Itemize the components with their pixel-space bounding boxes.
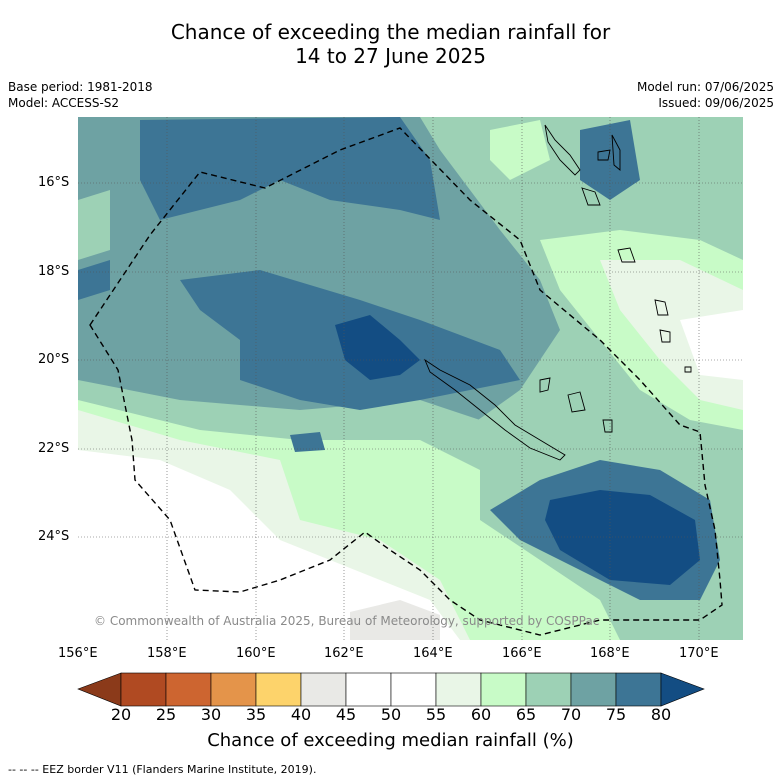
colorbar-cell [210,672,257,707]
eez-border [89,127,723,636]
island-1 [597,149,611,161]
colorbar [77,672,705,707]
island-2 [611,134,621,171]
band-80-southeast [545,490,700,585]
loyalty-2 [567,391,586,413]
band-75-80-west [78,260,110,300]
colorbar-cell [480,672,527,707]
colorbar-tick: 40 [290,705,312,724]
coastlines [424,124,692,461]
island-6 [659,329,671,343]
meta-right: Model run: 07/06/2025 Issued: 09/06/2025 [637,79,774,111]
colorbar-cell [525,672,572,707]
colorbar-tick: 75 [605,705,627,724]
colorbar-extend-high [660,672,705,707]
lat-label: 16°S [38,175,70,190]
colorbar-title: Chance of exceeding median rainfall (%) [207,730,574,751]
colorbar-tick: 20 [110,705,132,724]
colorbar-tick: 35 [245,705,267,724]
band-60-65-north [490,120,550,180]
vanuatu-north [544,124,581,176]
colorbar-cell [615,672,662,707]
colorbar-tick: 45 [335,705,357,724]
copyright-text: © Commonwealth of Australia 2025, Bureau… [94,614,600,628]
model-name: Model: ACCESS-S2 [8,96,120,110]
new-caledonia [424,358,566,461]
colorbar-extend-low [77,672,122,707]
colorbar-tick: 65 [515,705,537,724]
lon-label: 160°E [236,646,276,661]
band-75-80-small [290,432,325,452]
island-5 [654,299,669,316]
band-75-80-north [140,117,440,220]
colorbar-cell [435,672,482,707]
colorbar-cell [570,672,617,707]
band-45-55-east [680,310,743,380]
colorbar-cell [120,672,167,707]
band-65-70-west [78,190,110,260]
base-period: Base period: 1981-2018 [8,80,153,94]
lat-label: 22°S [38,441,70,456]
colorbar-tick: 25 [155,705,177,724]
lon-label: 162°E [324,646,364,661]
model-run: Model run: 07/06/2025 [636,80,774,94]
colorbar-cell [165,672,212,707]
band-45-55-sw [78,450,460,640]
colorbar-cell [390,672,437,707]
island-4 [617,247,636,263]
island-7 [684,366,692,373]
lat-label: 18°S [38,264,70,279]
lon-label: 158°E [147,646,187,661]
colorbar-tick: 55 [425,705,447,724]
colorbar-cell [300,672,347,707]
colorbar-tick: 30 [200,705,222,724]
lat-label: 24°S [38,529,70,544]
band-80-central [335,315,420,380]
map-title-line1: Chance of exceeding the median rainfall … [170,20,611,44]
colorbar-tick: 60 [470,705,492,724]
loyalty-3 [602,419,613,433]
eez-legend-note: -- -- -- EEZ border V11 (Flanders Marine… [8,763,317,776]
band-40-45 [350,600,440,640]
colorbar-cell [345,672,392,707]
lat-label: 20°S [38,352,70,367]
colorbar-tick: 50 [380,705,402,724]
island-3 [581,187,601,206]
map-title-line2: 14 to 27 June 2025 [295,44,486,68]
colorbar-tick: 80 [650,705,672,724]
colorbar-tick: 70 [560,705,582,724]
colorbar-cell [255,672,302,707]
lon-label: 164°E [413,646,453,661]
loyalty-1 [539,377,551,393]
lon-label: 170°E [679,646,719,661]
meta-left: Base period: 1981-2018 Model: ACCESS-S2 [8,79,153,111]
graticule [78,117,743,640]
lon-label: 156°E [58,646,98,661]
rainfall-probability-field [78,117,743,640]
issued-date: Issued: 09/06/2025 [658,96,774,110]
lon-label: 166°E [502,646,542,661]
lon-label: 168°E [590,646,630,661]
